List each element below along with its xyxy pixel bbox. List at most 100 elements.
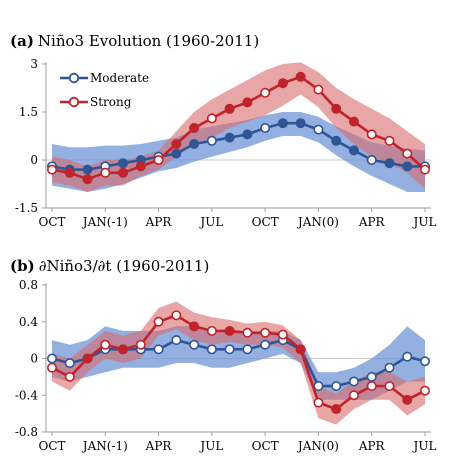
x-tick-label: OCT [252,215,279,229]
data-point-strong [64,371,75,382]
data-point-moderate [171,148,182,159]
data-point-moderate [82,164,93,175]
data-point-strong [402,148,413,159]
data-point-strong [419,385,430,396]
panel-a-title-tag: (a) [10,32,34,50]
data-point-moderate [171,335,182,346]
data-point-strong [224,325,235,336]
data-point-strong [260,87,271,98]
data-point-moderate [384,362,395,373]
data-point-strong [82,174,93,185]
band-strong [52,301,425,425]
data-point-strong [224,103,235,114]
data-point-strong [419,164,430,175]
panel-b-title-tag: (b) [10,257,35,275]
series-line-moderate [51,338,426,388]
x-tick-label: APR [358,215,386,229]
data-point-strong [171,139,182,150]
data-point-strong [331,103,342,114]
data-point-moderate [331,135,342,146]
data-point-moderate [46,353,57,364]
data-point-strong [313,84,324,95]
data-point-strong [366,129,377,140]
data-point-moderate [118,158,129,169]
data-point-moderate [242,344,253,355]
data-point-strong [384,135,395,146]
series-line-strong [51,75,426,181]
data-point-strong [277,78,288,89]
data-point-moderate [313,381,324,392]
legend-moderate-marker [68,72,80,84]
data-point-strong [348,390,359,401]
data-point-strong [189,321,200,332]
data-point-strong [135,161,146,172]
y-tick-label: 0 [30,352,38,366]
data-point-moderate [366,371,377,382]
data-point-strong [118,344,129,355]
data-point-moderate [295,118,306,129]
data-point-strong [46,164,57,175]
data-point-moderate [384,158,395,169]
x-tick-label: OCT [38,215,65,229]
data-point-strong [118,167,129,178]
panel-a-plot: -1.5 0 1.5 3 OCT JAN(-1) APR JUL OCT JAN(0) APR JUL [15,57,437,229]
x-tick-label: JAN(0) [296,439,339,453]
x-tick-label: OCT [252,439,279,453]
data-point-strong [242,97,253,108]
data-point-strong [295,71,306,82]
data-point-moderate [260,339,271,350]
data-point-strong [366,381,377,392]
panel-b-title-text: ∂Niño3/∂t (1960-2011) [39,257,210,275]
data-point-strong [46,362,57,373]
data-point-strong [206,325,217,336]
legend-strong-marker [68,96,80,108]
data-point-strong [82,353,93,364]
x-tick-label: JAN(-1) [81,439,128,453]
panel-a: (a) Niño3 Evolution (1960-2011) -1.5 0 1.5 3… [10,32,436,229]
data-point-moderate [224,344,235,355]
data-point-strong [153,316,164,327]
x-tick-label: JAN(-1) [81,215,128,229]
data-point-moderate [348,376,359,387]
data-point-moderate [189,139,200,150]
y-tick-label: 0.4 [19,315,38,329]
panel-b-title: (b) ∂Niño3/∂t (1960-2011) [10,257,209,275]
y-tick-label: 0.8 [19,278,38,292]
x-tick-label: APR [358,439,386,453]
legend-moderate-label: Moderate [90,71,149,85]
data-point-strong [331,404,342,415]
data-point-moderate [419,356,430,367]
panel-b: (b) ∂Niño3/∂t (1960-2011) -0.8 -0.4 0 0.4 0.8… [10,257,436,453]
data-point-moderate [348,145,359,156]
data-point-moderate [402,351,413,362]
x-tick-label: OCT [38,439,65,453]
x-tick-label: APR [145,439,173,453]
x-tick-label: JUL [198,215,223,229]
data-point-strong [153,155,164,166]
data-point-strong [277,329,288,340]
data-point-strong [100,167,111,178]
data-point-strong [313,397,324,408]
data-point-strong [189,123,200,134]
data-point-strong [64,167,75,178]
data-point-moderate [260,123,271,134]
data-point-strong [242,327,253,338]
data-point-strong [135,339,146,350]
data-point-strong [171,310,182,321]
data-point-strong [295,344,306,355]
data-point-strong [348,116,359,127]
y-tick-label: -0.8 [15,425,38,439]
series-line-strong [51,313,426,411]
legend-strong-label: Strong [90,95,132,109]
data-point-moderate [206,135,217,146]
data-point-strong [384,381,395,392]
y-tick-label: 0 [30,153,38,167]
panel-a-title-text: Niño3 Evolution (1960-2011) [38,32,259,50]
y-tick-label: 1.5 [19,105,38,119]
x-tick-label: JAN(0) [296,215,339,229]
data-point-moderate [153,344,164,355]
data-point-strong [206,113,217,124]
x-tick-label: APR [145,215,173,229]
panel-b-plot: -0.8 -0.4 0 0.4 0.8 OCT JAN(-1) APR JUL OCT JAN(0)… [15,278,437,453]
